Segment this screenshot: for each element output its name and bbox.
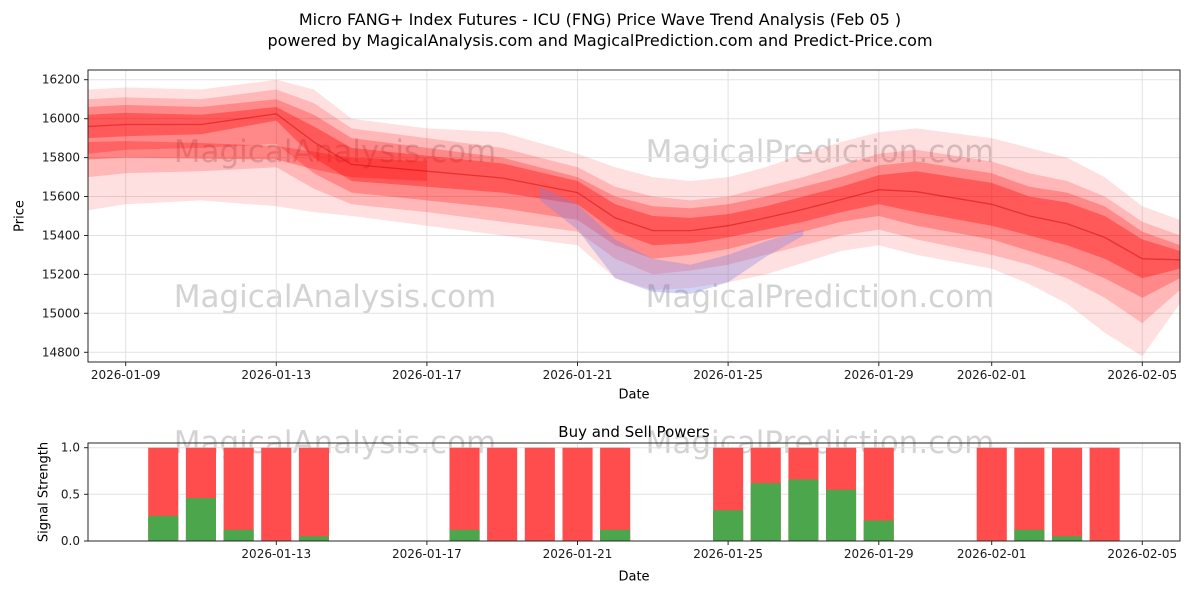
price-x-tick-label: 2026-01-13	[241, 368, 311, 382]
price-y-tick-label: 15400	[42, 229, 80, 243]
sell-power-bar	[976, 447, 1007, 541]
buy-power-bar	[1052, 536, 1083, 541]
price-x-tick-label: 2026-01-25	[693, 368, 763, 382]
price-x-tick-label: 2026-01-17	[392, 368, 462, 382]
buy-power-bar	[449, 529, 480, 541]
signal-x-tick-label: 2026-01-29	[844, 547, 914, 561]
sell-power-bar	[223, 447, 254, 541]
price-plot-border	[87, 69, 1181, 363]
watermark-prediction-top: MagicalPrediction.com	[645, 134, 995, 170]
buy-power-bar	[600, 529, 631, 541]
price-y-tick-label: 14800	[42, 345, 80, 359]
signal-chart-title: Buy and Sell Powers	[558, 423, 710, 441]
price-x-tick-label: 2026-01-29	[844, 368, 914, 382]
buy-power-bar	[713, 510, 744, 541]
price-y-tick-label: 15800	[42, 151, 80, 165]
page-subtitle: powered by MagicalAnalysis.com and Magic…	[267, 31, 933, 50]
signal-axis-label: Signal Strength	[36, 441, 52, 543]
sell-power-bar	[524, 447, 555, 541]
signal-x-tick-label: 2026-02-05	[1107, 547, 1177, 561]
signal-x-tick-label: 2026-01-25	[693, 547, 763, 561]
buy-power-bar	[298, 536, 329, 541]
buy-power-bar	[788, 479, 819, 541]
sell-power-bar	[449, 447, 480, 541]
sell-power-bar	[600, 447, 631, 541]
price-band-left-streak	[88, 141, 427, 181]
price-xaxis-label: Date	[618, 387, 650, 403]
signal-y-tick-label: 0.0	[61, 534, 80, 548]
watermark-analysis-top: MagicalAnalysis.com	[173, 134, 497, 170]
watermark-analysis-mid: MagicalAnalysis.com	[173, 279, 497, 315]
price-band-mid-inner	[88, 99, 1180, 298]
buy-power-bar	[826, 489, 857, 541]
buy-power-bar	[863, 520, 894, 541]
sell-power-bar	[562, 447, 593, 541]
price-x-tick-label: 2026-01-09	[91, 368, 161, 382]
price-band-dip-band-blue	[539, 186, 804, 294]
sell-power-bar	[1052, 447, 1083, 541]
signal-x-tick-label: 2026-02-01	[957, 547, 1027, 561]
price-band-mid-outer	[88, 89, 1180, 324]
signal-x-tick-label: 2026-01-17	[392, 547, 462, 561]
price-y-tick-label: 15200	[42, 267, 80, 281]
median-trend-line	[87, 113, 1181, 261]
price-x-tick-label: 2026-02-01	[957, 368, 1027, 382]
buy-power-bar	[1014, 529, 1045, 541]
sell-power-bar	[298, 447, 329, 541]
price-y-tick-label: 15600	[42, 190, 80, 204]
price-y-tick-label: 15000	[42, 306, 80, 320]
buy-power-bar	[750, 483, 781, 541]
buy-power-bar	[148, 515, 179, 541]
signal-x-tick-label: 2026-01-21	[543, 547, 613, 561]
signal-y-tick-label: 1.0	[61, 441, 80, 455]
sell-power-bar	[1014, 447, 1045, 541]
watermark-prediction-mid: MagicalPrediction.com	[645, 279, 995, 315]
price-y-tick-label: 16200	[42, 73, 80, 87]
price-axis-label: Price	[12, 200, 28, 232]
signal-y-tick-label: 0.5	[61, 487, 80, 501]
price-band-core	[88, 107, 1180, 279]
price-x-tick-label: 2026-01-21	[543, 368, 613, 382]
sell-power-bar	[1089, 447, 1120, 541]
page-title: Micro FANG+ Index Futures - ICU (FNG) Pr…	[298, 10, 902, 29]
price-y-tick-label: 16000	[42, 112, 80, 126]
sell-power-bar	[487, 447, 518, 541]
buy-power-bar	[185, 498, 216, 541]
buy-power-bar	[223, 529, 254, 541]
price-band-outer	[88, 79, 1180, 357]
sell-power-bar	[261, 447, 292, 541]
signal-plot-border	[87, 442, 1181, 542]
price-x-tick-label: 2026-02-05	[1107, 368, 1177, 382]
signal-xaxis-label: Date	[618, 569, 650, 585]
signal-x-tick-label: 2026-01-13	[241, 547, 311, 561]
